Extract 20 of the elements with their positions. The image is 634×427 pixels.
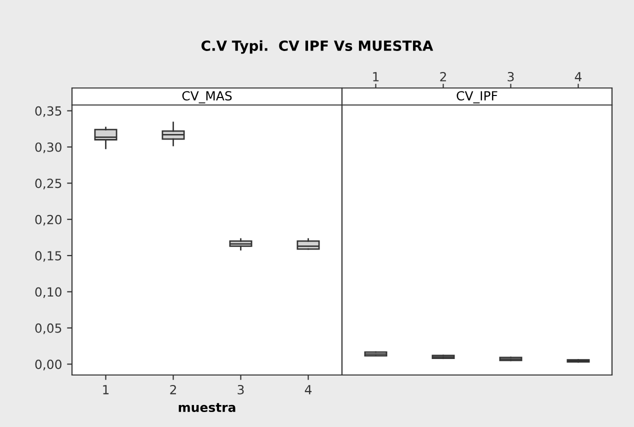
y-tick-label: 0,00 — [35, 360, 62, 370]
y-tick-label: 0,15 — [35, 251, 62, 262]
x-tick-label: 2 — [170, 384, 176, 394]
x-tick-label: 1 — [373, 72, 379, 82]
x-axis-title: muestra — [178, 403, 236, 412]
x-tick-label: 1 — [103, 385, 109, 394]
y-tick-label: 0,05 — [35, 323, 62, 334]
y-tick-label: 0,20 — [35, 214, 62, 226]
x-tick-label: 4 — [574, 72, 582, 82]
chart-title: C.V Typi. CV IPF Vs MUESTRA — [202, 40, 434, 54]
x-tick-label: 3 — [508, 72, 514, 82]
y-tick-label: 0,30 — [35, 142, 62, 154]
chart-subtitle: CV_MAS — [182, 91, 232, 104]
y-tick-label: 0,25 — [35, 178, 62, 190]
y-tick-label: 0,10 — [35, 287, 62, 298]
x-tick-label: 3 — [238, 384, 244, 394]
x-tick-label: 4 — [304, 385, 312, 394]
y-tick-label: 0,35 — [35, 106, 62, 117]
x-tick-label: 2 — [440, 72, 446, 82]
chart-subtitle: CV_IPF — [456, 91, 498, 104]
